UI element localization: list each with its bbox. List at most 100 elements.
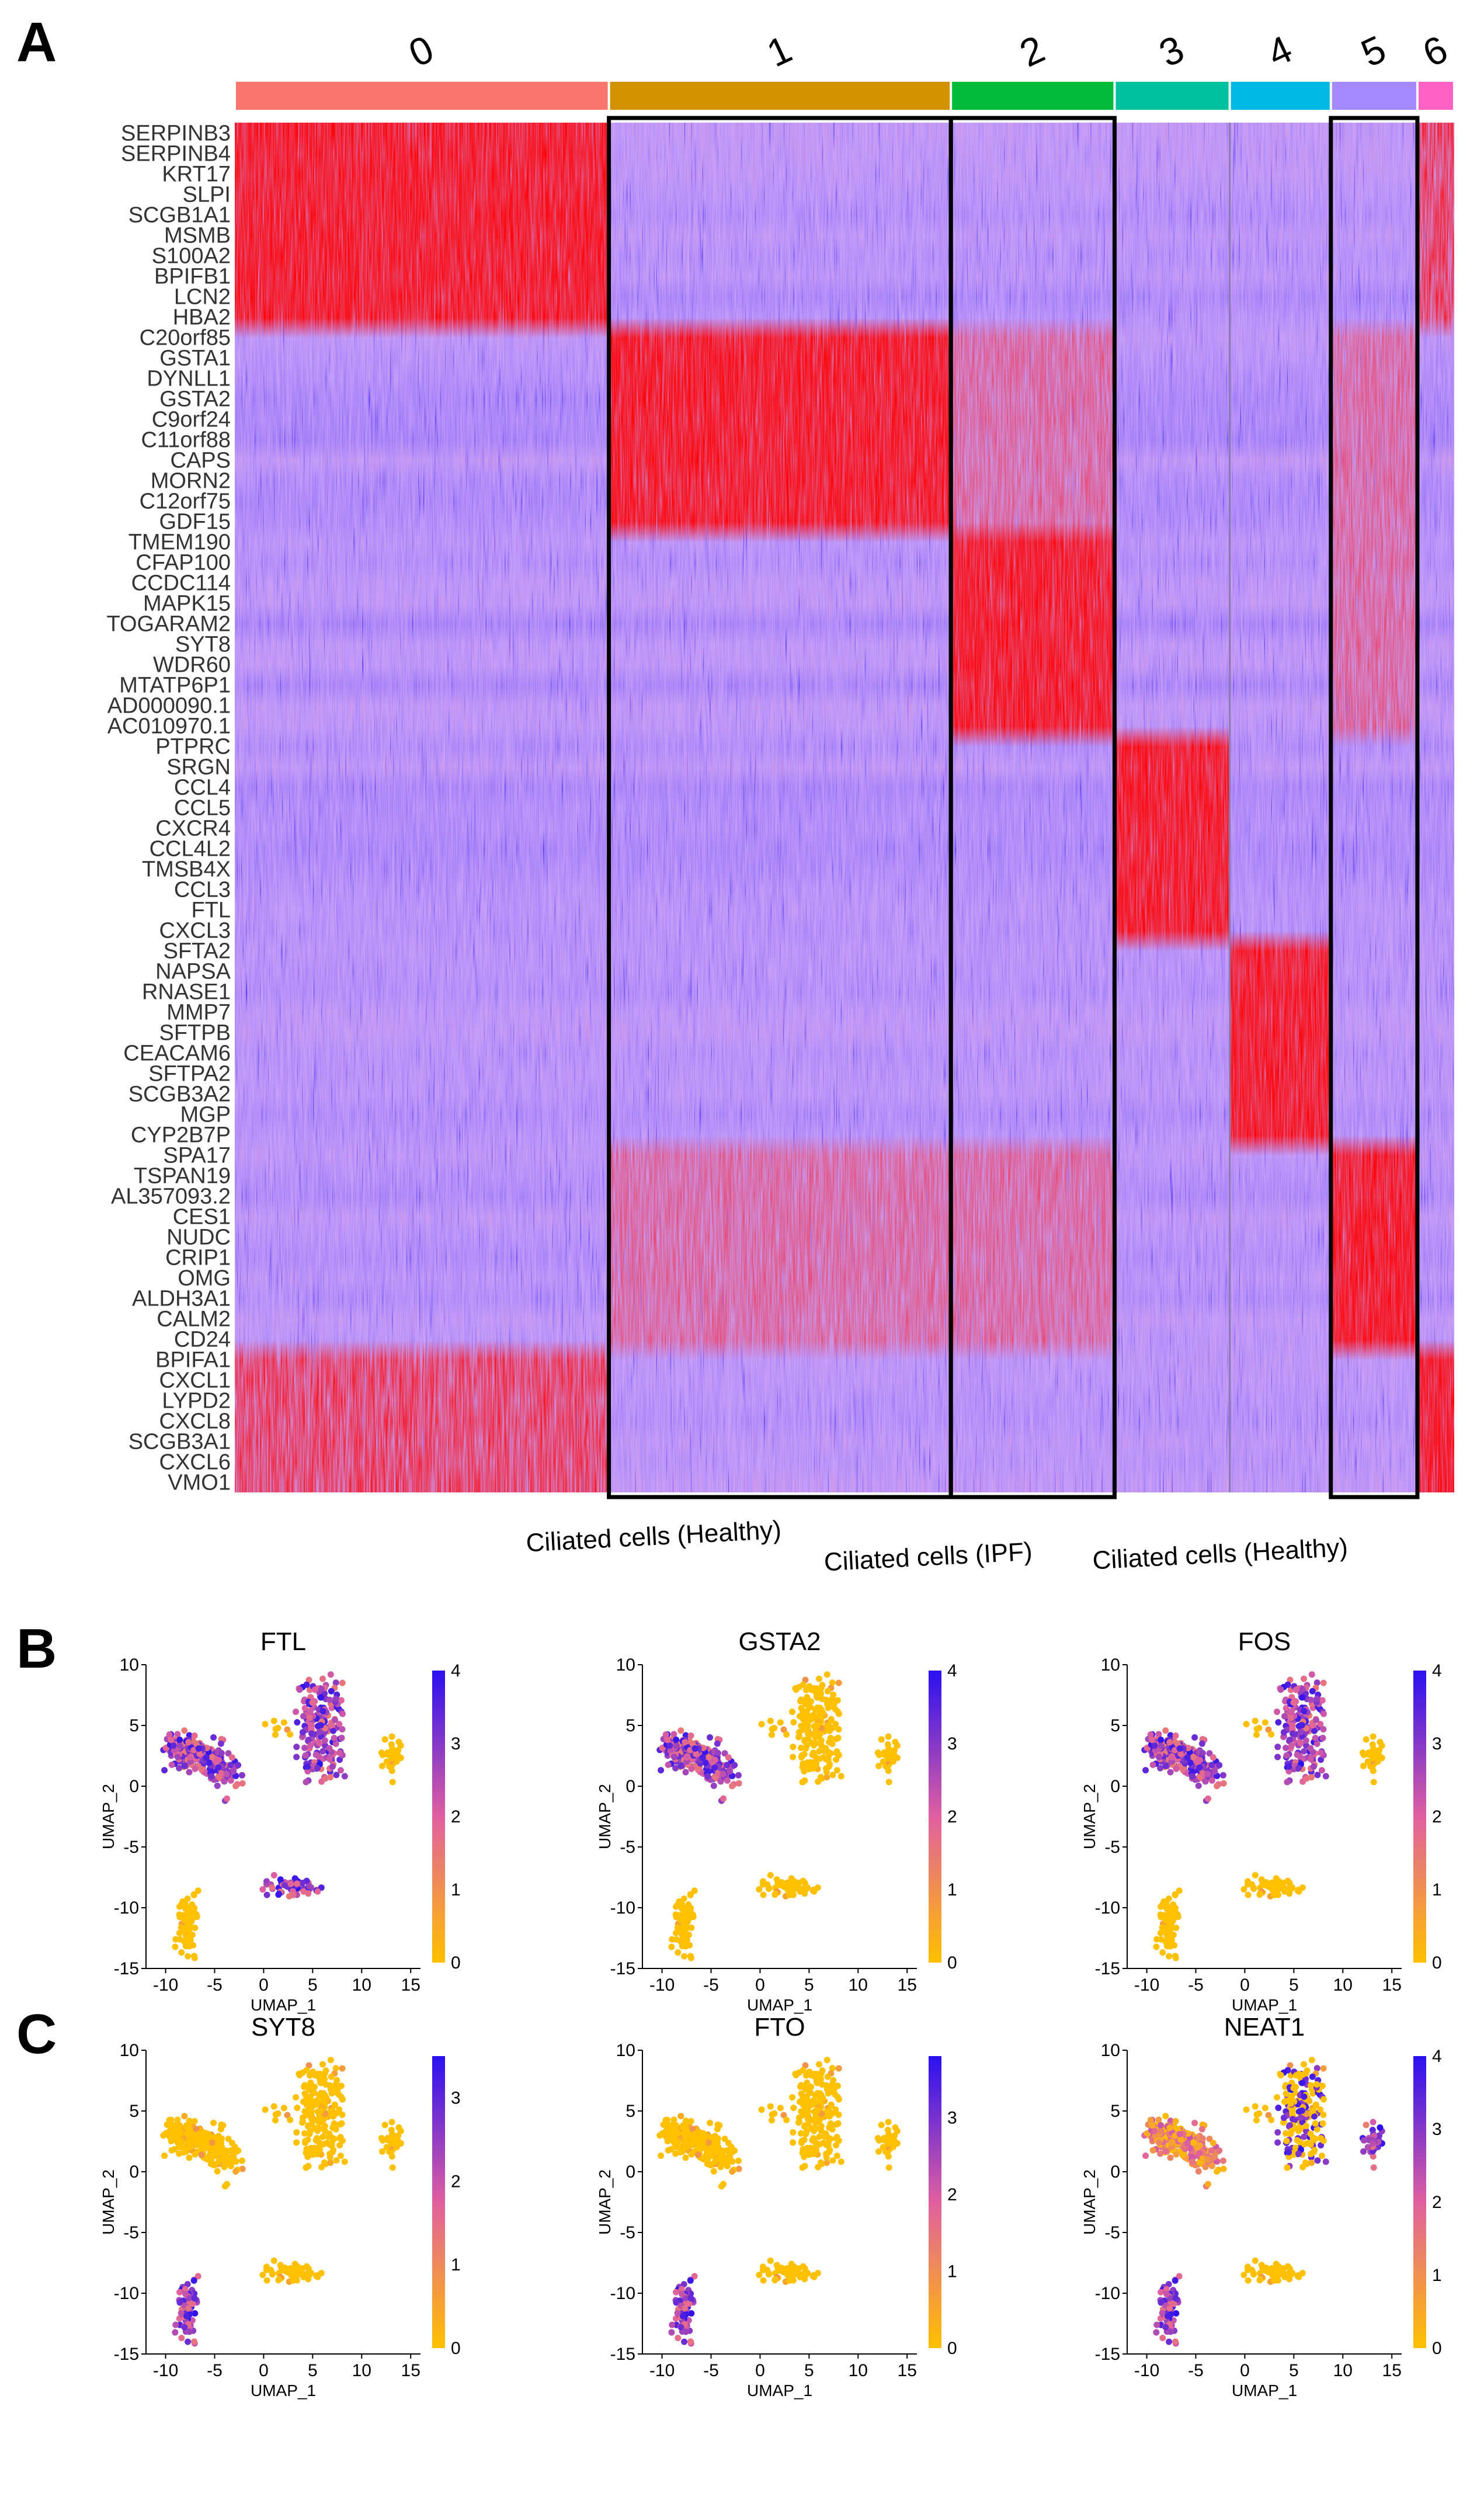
umap-point <box>195 1745 202 1752</box>
umap-point <box>712 2142 719 2149</box>
colorbar <box>432 1671 445 1963</box>
umap-point <box>308 2116 315 2123</box>
umap-point <box>672 1765 679 1772</box>
umap-point <box>1271 2277 1278 2284</box>
x-tick-label: 5 <box>308 1975 318 1995</box>
umap-point <box>673 1903 680 1910</box>
colorbar <box>432 2056 445 2348</box>
umap-point <box>711 1764 718 1771</box>
umap-point <box>1159 1924 1166 1931</box>
umap-point <box>215 2150 222 2157</box>
umap-point <box>1311 1727 1318 1734</box>
umap-point <box>224 1795 231 1802</box>
umap-point <box>1312 1735 1319 1742</box>
umap-point <box>300 2273 307 2280</box>
umap-point <box>327 1671 334 1678</box>
umap-point <box>1318 2135 1325 2142</box>
umap-point <box>1301 2133 1308 2140</box>
umap-point <box>1320 2111 1327 2118</box>
umap-point <box>185 1953 192 1960</box>
umap-point <box>185 2305 192 2312</box>
umap-point <box>305 1883 312 1890</box>
umap-point <box>812 1753 819 1760</box>
umap-point <box>172 2321 179 2328</box>
umap-point <box>812 2138 819 2145</box>
umap-point <box>885 2164 892 2171</box>
umap-point <box>186 2117 193 2124</box>
umap-point <box>333 2157 340 2164</box>
umap-point <box>673 2128 680 2135</box>
x-tick-label: 0 <box>755 1975 765 1995</box>
umap-point <box>758 2106 765 2113</box>
umap-point <box>1370 2153 1377 2160</box>
umap-point <box>214 1782 221 1789</box>
umap-point <box>673 2289 680 2296</box>
umap-point <box>1297 2125 1304 2132</box>
umap-point <box>227 2162 234 2169</box>
y-tick-label: -5 <box>123 1838 139 1857</box>
umap-point <box>1172 2295 1179 2302</box>
umap-point <box>332 2126 339 2133</box>
y-tick-label: -15 <box>114 1959 139 1978</box>
umap-point <box>731 2147 738 2154</box>
umap-point <box>1302 2123 1309 2130</box>
umap-point <box>1297 1753 1304 1760</box>
umap-point <box>1163 1900 1170 1907</box>
umap-point <box>678 2286 685 2293</box>
gene-label: TMSB4X <box>142 857 231 882</box>
umap-point <box>835 1710 842 1717</box>
umap-point <box>1149 2147 1156 2154</box>
umap-point <box>1320 2065 1327 2072</box>
umap-point <box>176 2150 183 2157</box>
umap-point <box>217 2126 224 2133</box>
umap-point <box>293 2094 300 2101</box>
umap-point <box>1189 1773 1196 1780</box>
umap-point <box>758 1721 765 1728</box>
umap-point <box>880 1758 887 1765</box>
umap-point <box>294 2266 301 2273</box>
umap-point <box>705 1754 712 1761</box>
umap-point <box>727 2153 734 2160</box>
umap-point <box>293 1754 300 1761</box>
umap-point <box>677 1727 684 1734</box>
umap-point <box>1274 2094 1281 2101</box>
cluster-label-5: 5 <box>1354 27 1392 75</box>
umap-point <box>1292 1686 1299 1693</box>
umap-point <box>875 1751 882 1758</box>
umap-point <box>191 1732 198 1739</box>
umap-point <box>190 1891 197 1898</box>
umap-point <box>837 2158 844 2165</box>
umap-point <box>181 2113 188 2120</box>
umap-point <box>203 2130 210 2137</box>
umap-point <box>1214 1783 1221 1790</box>
umap-point <box>329 2148 336 2155</box>
x-tick-label: -10 <box>649 2361 675 2380</box>
umap-point <box>277 1876 284 1883</box>
plot-title: FOS <box>1238 1627 1291 1656</box>
umap-point <box>790 1744 797 1751</box>
umap-point <box>198 1766 205 1773</box>
umap-point <box>1360 1762 1367 1769</box>
umap-point <box>228 2140 235 2147</box>
umap-point <box>293 1709 300 1716</box>
y-tick-label: 0 <box>625 1777 635 1796</box>
umap-point <box>677 2113 684 2120</box>
umap-point <box>803 1707 810 1714</box>
umap-point <box>1287 2100 1294 2107</box>
umap-point <box>339 2096 346 2103</box>
x-axis-label: UMAP_1 <box>251 2381 316 2400</box>
umap-point <box>681 1953 688 1960</box>
umap-point <box>176 2128 183 2135</box>
umap-point <box>1153 2321 1160 2328</box>
colorbar-tick-label: 0 <box>947 2339 957 2358</box>
gene-label: SFTA2 <box>164 939 231 964</box>
umap-point <box>223 2156 230 2163</box>
umap-point <box>203 1744 210 1751</box>
umap-point <box>714 2135 721 2142</box>
umap-point <box>1307 2141 1314 2148</box>
gene-label: PTPRC <box>155 735 231 759</box>
umap-point <box>694 2151 701 2158</box>
umap-point <box>270 2103 277 2110</box>
umap-point <box>319 2133 326 2140</box>
